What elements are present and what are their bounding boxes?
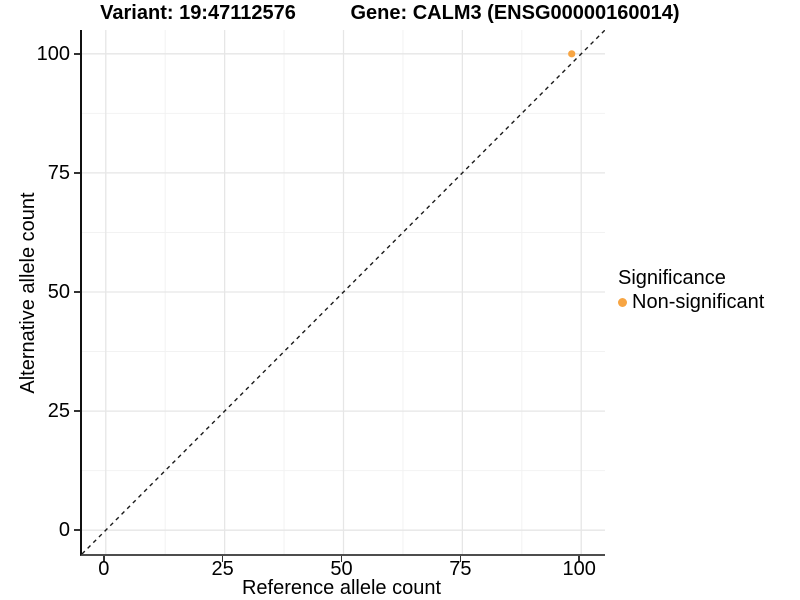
y-tick-label: 0 <box>58 519 70 542</box>
x-axis-title: Reference allele count <box>241 577 441 599</box>
x-tick-mark <box>459 556 462 562</box>
legend-item-label: Non-significant <box>632 291 765 313</box>
y-tick-mark <box>74 529 80 531</box>
x-tick-label: 50 <box>330 558 353 580</box>
x-tick-label: 75 <box>449 558 472 580</box>
y-tick-label: 100 <box>36 42 70 65</box>
x-tick-mark <box>340 556 343 562</box>
legend-item: Non-significant <box>618 291 764 313</box>
x-tick-label: 100 <box>562 558 596 580</box>
y-tick-label: 25 <box>47 400 70 423</box>
data-point <box>568 50 576 58</box>
y-tick-label: 75 <box>47 161 70 184</box>
panel-canvas <box>82 30 605 554</box>
legend: Significance Non-significant <box>618 266 764 313</box>
legend-title: Significance <box>618 267 726 289</box>
y-tick-mark <box>74 410 80 412</box>
x-tick-mark <box>578 556 580 562</box>
plot-title-gene: Gene: CALM3 (ENSG00000160014) <box>350 2 680 24</box>
legend-point-swatch-icon <box>618 297 627 307</box>
x-tick-label: 25 <box>211 558 234 580</box>
y-tick-mark <box>74 291 80 293</box>
x-tick-mark <box>221 556 224 562</box>
y-tick-mark <box>74 53 80 55</box>
x-tick-label: 0 <box>98 558 110 580</box>
y-tick-mark <box>74 172 80 174</box>
plot-title-variant: Variant: 19:47112576 <box>100 2 296 24</box>
y-tick-label: 50 <box>47 281 70 303</box>
x-tick-mark <box>103 556 105 562</box>
plot-panel <box>80 30 605 556</box>
